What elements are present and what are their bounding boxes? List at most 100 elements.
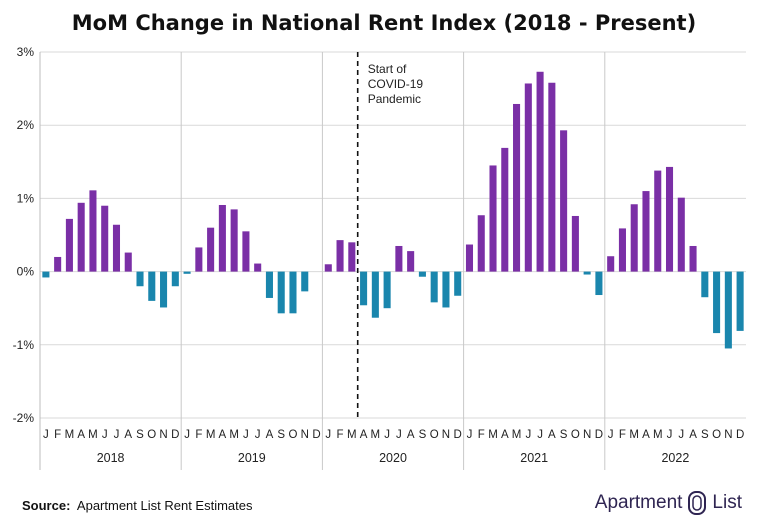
month-tick-label: O — [147, 429, 156, 441]
month-tick-label: M — [206, 429, 216, 441]
year-label: 2022 — [661, 451, 689, 465]
month-tick-label: F — [337, 429, 344, 441]
bar — [371, 271, 379, 318]
bar — [54, 256, 62, 272]
bar — [301, 271, 309, 292]
bar — [654, 170, 662, 272]
bar — [254, 263, 262, 272]
bar — [42, 271, 50, 278]
month-tick-label: M — [229, 429, 239, 441]
month-tick-label: N — [724, 429, 732, 441]
bar — [513, 103, 521, 272]
month-tick-label: A — [689, 429, 697, 441]
year-label: 2021 — [520, 451, 548, 465]
y-tick-label: 0% — [17, 265, 35, 279]
bar — [242, 231, 250, 272]
bar — [701, 271, 709, 298]
month-tick-label: S — [701, 429, 709, 441]
month-tick-label: O — [289, 429, 298, 441]
covid-annotation: Start of — [368, 62, 407, 76]
bar — [736, 271, 744, 331]
y-tick-label: 2% — [17, 118, 35, 132]
bar — [195, 247, 203, 272]
month-tick-label: F — [54, 429, 61, 441]
brand-logo: Apartment List — [595, 490, 742, 516]
month-tick-label: J — [525, 429, 531, 441]
month-tick-label: N — [301, 429, 309, 441]
month-tick-label: J — [243, 429, 249, 441]
bar — [65, 218, 73, 272]
month-tick-label: S — [277, 429, 285, 441]
y-tick-label: 1% — [17, 191, 35, 205]
month-tick-label: J — [396, 429, 402, 441]
bar — [183, 271, 191, 274]
year-label: 2019 — [238, 451, 266, 465]
bar — [430, 271, 438, 303]
month-tick-label: D — [736, 429, 744, 441]
bar — [465, 244, 474, 272]
month-tick-label: M — [629, 429, 639, 441]
month-tick-label: N — [159, 429, 167, 441]
month-tick-label: J — [325, 429, 331, 441]
bar — [595, 271, 603, 296]
bar — [571, 215, 579, 272]
bar — [724, 271, 732, 349]
bar — [277, 271, 285, 314]
month-tick-label: J — [678, 429, 684, 441]
covid-annotation: Pandemic — [368, 92, 421, 106]
bar — [560, 130, 568, 272]
month-tick-label: M — [488, 429, 498, 441]
month-tick-label: A — [124, 429, 132, 441]
bar — [665, 166, 674, 272]
month-tick-label: S — [136, 429, 144, 441]
bar — [713, 271, 721, 334]
month-tick-label: D — [312, 429, 320, 441]
bar — [501, 147, 509, 272]
month-tick-label: A — [501, 429, 509, 441]
source-label: Source: — [22, 498, 71, 513]
bar — [148, 271, 156, 301]
month-tick-label: A — [642, 429, 650, 441]
bar — [477, 215, 485, 272]
bar — [289, 271, 297, 314]
bar — [112, 224, 121, 272]
month-tick-label: N — [442, 429, 450, 441]
bar — [607, 256, 615, 272]
month-tick-label: F — [619, 429, 626, 441]
year-label: 2018 — [97, 451, 125, 465]
month-tick-label: F — [195, 429, 202, 441]
chart-svg: MoM Change in National Rent Index (2018 … — [13, 11, 746, 470]
month-tick-label: A — [219, 429, 227, 441]
month-tick-label: J — [43, 429, 49, 441]
month-tick-label: M — [653, 429, 663, 441]
bar — [265, 271, 273, 298]
brand-name-left: Apartment — [594, 492, 683, 513]
y-tick-label: -1% — [13, 338, 35, 352]
bar — [489, 165, 497, 272]
bar — [536, 71, 544, 272]
chart-title: MoM Change in National Rent Index (2018 … — [72, 11, 696, 35]
source-line: Source: Apartment List Rent Estimates — [22, 498, 253, 513]
bar — [77, 202, 85, 272]
bar — [689, 245, 697, 272]
month-tick-label: F — [478, 429, 485, 441]
month-tick-label: M — [371, 429, 381, 441]
month-tick-label: A — [77, 429, 85, 441]
month-tick-label: J — [102, 429, 108, 441]
month-tick-label: J — [114, 429, 120, 441]
bar — [360, 271, 368, 306]
bar — [524, 83, 532, 272]
month-tick-label: A — [266, 429, 274, 441]
bar — [218, 204, 226, 272]
month-tick-label: M — [347, 429, 357, 441]
month-tick-label: A — [548, 429, 556, 441]
brand-mark-icon — [688, 491, 707, 515]
bar — [442, 271, 450, 308]
bar — [642, 191, 650, 272]
bar — [101, 205, 109, 272]
covid-annotation: COVID-19 — [368, 77, 424, 91]
month-tick-label: J — [537, 429, 543, 441]
month-tick-label: J — [184, 429, 190, 441]
month-tick-label: A — [407, 429, 415, 441]
